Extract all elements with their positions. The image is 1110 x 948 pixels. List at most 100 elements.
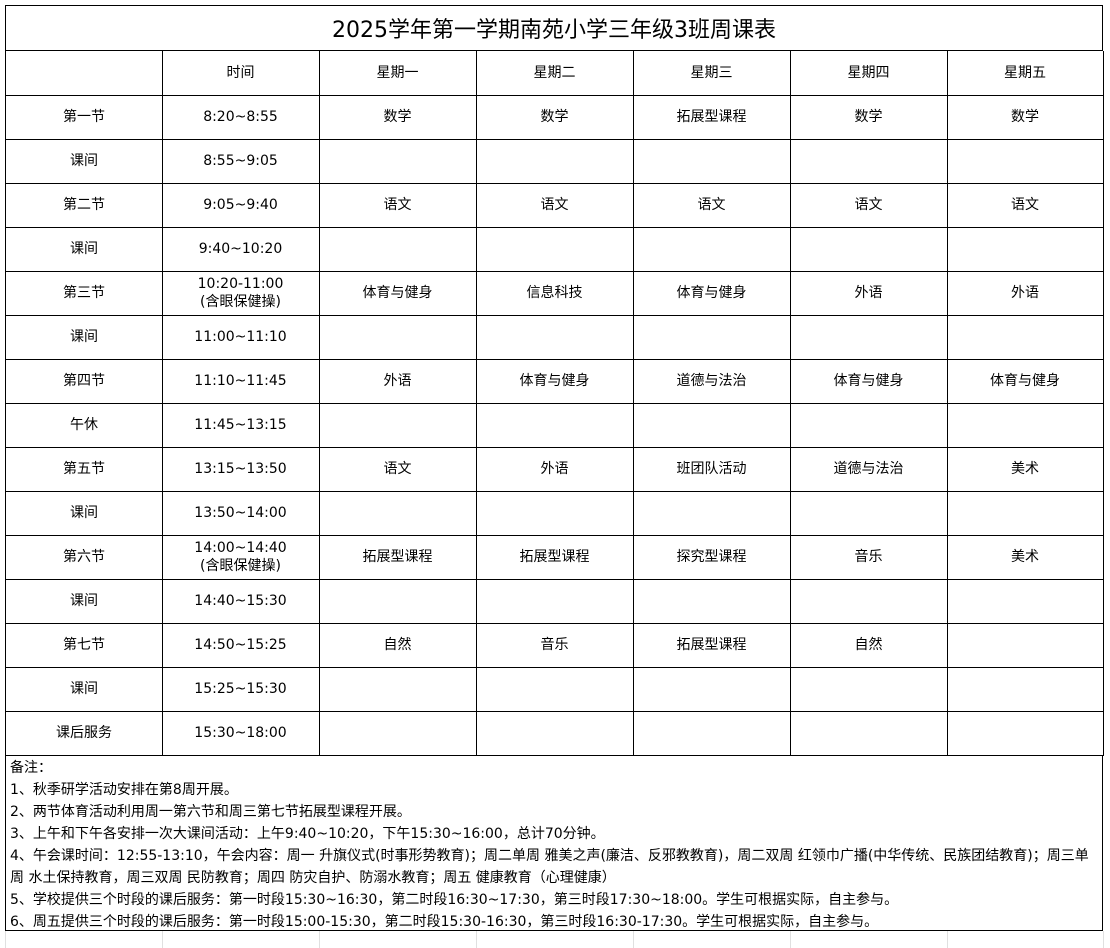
time-cell: 8:20~8:55 bbox=[162, 95, 320, 140]
class-cell: 探究型课程 bbox=[633, 535, 791, 580]
class-name: 自然 bbox=[854, 637, 883, 653]
class-cell bbox=[319, 579, 477, 624]
header-cell: 星期三 bbox=[633, 51, 791, 96]
class-cell: 数学 bbox=[790, 95, 948, 140]
class-cell: 拓展型课程 bbox=[633, 95, 791, 140]
class-cell bbox=[790, 403, 948, 448]
class-name: 体育与健身 bbox=[990, 373, 1060, 389]
class-cell bbox=[476, 579, 634, 624]
class-cell bbox=[947, 227, 1104, 272]
period-cell: 课后服务 bbox=[5, 711, 163, 756]
class-name: 语文 bbox=[854, 197, 883, 213]
class-cell: 道德与法治 bbox=[790, 447, 948, 492]
notes: 备注： 1、秋季研学活动安排在第8周开展。 2、两节体育活动利用周一第六节和周三第… bbox=[5, 755, 1103, 931]
class-cell bbox=[790, 227, 948, 272]
class-cell: 语文 bbox=[319, 447, 477, 492]
class-cell bbox=[319, 667, 477, 712]
class-name: 自然 bbox=[383, 637, 412, 653]
class-cell bbox=[633, 227, 791, 272]
class-cell bbox=[790, 579, 948, 624]
time-text: 11:45~13:15 bbox=[194, 417, 287, 433]
class-cell: 音乐 bbox=[476, 623, 634, 668]
class-name: 班团队活动 bbox=[676, 461, 747, 477]
sheet-gridline bbox=[790, 931, 791, 948]
period-label: 第三节 bbox=[63, 285, 105, 301]
class-cell bbox=[633, 711, 791, 756]
period-label: 第七节 bbox=[63, 637, 105, 653]
class-cell: 体育与健身 bbox=[947, 359, 1104, 404]
period-cell: 第二节 bbox=[5, 183, 163, 228]
class-cell bbox=[476, 403, 634, 448]
time-cell: 11:45~13:15 bbox=[162, 403, 320, 448]
time-cell: 11:00~11:10 bbox=[162, 315, 320, 360]
class-cell: 语文 bbox=[633, 183, 791, 228]
class-name: 数学 bbox=[1011, 109, 1039, 125]
class-cell bbox=[476, 491, 634, 536]
class-cell: 拓展型课程 bbox=[476, 535, 634, 580]
period-label: 第四节 bbox=[63, 373, 105, 389]
title: 2025学年第一学期南苑小学三年级3班周课表 bbox=[5, 5, 1103, 51]
class-name: 数学 bbox=[383, 109, 412, 125]
period-label: 课间 bbox=[70, 153, 98, 169]
note-line: 1、秋季研学活动安排在第8周开展。 bbox=[10, 782, 238, 798]
time-text: 13:15~13:50 bbox=[194, 461, 287, 477]
header-cell: 星期五 bbox=[947, 51, 1104, 96]
period-label: 第六节 bbox=[63, 549, 105, 565]
time-cell: 14:50~15:25 bbox=[162, 623, 320, 668]
class-cell bbox=[319, 711, 477, 756]
sheet-gridline bbox=[162, 931, 163, 948]
class-name: 拓展型课程 bbox=[676, 637, 747, 653]
notes-lines: 1、秋季研学活动安排在第8周开展。 2、两节体育活动利用周一第六节和周三第七节拓展… bbox=[10, 779, 1098, 933]
class-cell: 外语 bbox=[790, 271, 948, 316]
class-cell bbox=[476, 139, 634, 184]
class-name: 语文 bbox=[1011, 197, 1039, 213]
class-cell: 体育与健身 bbox=[790, 359, 948, 404]
class-cell bbox=[790, 139, 948, 184]
time-text: 8:55~9:05 bbox=[203, 153, 278, 169]
time-cell: 8:55~9:05 bbox=[162, 139, 320, 184]
class-cell: 数学 bbox=[476, 95, 634, 140]
class-cell: 外语 bbox=[947, 271, 1104, 316]
sheet-gridline bbox=[1103, 931, 1104, 948]
time-text: 15:25~15:30 bbox=[194, 681, 287, 697]
note-line: 3、上午和下午各安排一次大课间活动：上午9:40~10:20，下午15:30~1… bbox=[10, 826, 605, 842]
period-label: 第一节 bbox=[63, 109, 105, 125]
class-cell: 拓展型课程 bbox=[633, 623, 791, 668]
header-text: 时间 bbox=[226, 65, 255, 81]
time-cell: 10:20-11:00 (含眼保健操) bbox=[162, 271, 320, 316]
header-text: 星期一 bbox=[376, 65, 419, 81]
period-label: 课间 bbox=[70, 505, 98, 521]
time-text: 14:00~14:40 bbox=[194, 540, 287, 556]
period-cell: 第七节 bbox=[5, 623, 163, 668]
class-cell bbox=[947, 315, 1104, 360]
class-name: 美术 bbox=[1011, 461, 1039, 477]
sheet-gridline bbox=[947, 931, 948, 948]
class-cell: 体育与健身 bbox=[319, 271, 477, 316]
time-cell: 9:40~10:20 bbox=[162, 227, 320, 272]
class-cell bbox=[319, 315, 477, 360]
class-name: 拓展型课程 bbox=[676, 109, 747, 125]
note-line: 2、两节体育活动利用周一第六节和周三第七节拓展型课程开展。 bbox=[10, 804, 411, 820]
period-cell: 第四节 bbox=[5, 359, 163, 404]
class-cell: 语文 bbox=[947, 183, 1104, 228]
header-text: 星期四 bbox=[847, 65, 890, 81]
time-cell: 13:15~13:50 bbox=[162, 447, 320, 492]
time-cell: 13:50~14:00 bbox=[162, 491, 320, 536]
time-text: 13:50~14:00 bbox=[194, 505, 287, 521]
time-text: 10:20-11:00 bbox=[197, 276, 284, 292]
period-cell: 第三节 bbox=[5, 271, 163, 316]
class-cell: 信息科技 bbox=[476, 271, 634, 316]
period-label: 午休 bbox=[70, 417, 98, 433]
class-name: 语文 bbox=[383, 197, 412, 213]
time-text: 14:40~15:30 bbox=[194, 593, 287, 609]
time-text: 8:20~8:55 bbox=[203, 109, 278, 125]
period-cell: 第六节 bbox=[5, 535, 163, 580]
class-cell bbox=[476, 227, 634, 272]
class-cell bbox=[947, 403, 1104, 448]
header-text: 星期三 bbox=[690, 65, 733, 81]
sheet-gridline bbox=[319, 931, 320, 948]
class-name: 美术 bbox=[1011, 549, 1039, 565]
class-cell: 语文 bbox=[319, 183, 477, 228]
class-cell bbox=[476, 711, 634, 756]
class-name: 音乐 bbox=[540, 637, 569, 653]
